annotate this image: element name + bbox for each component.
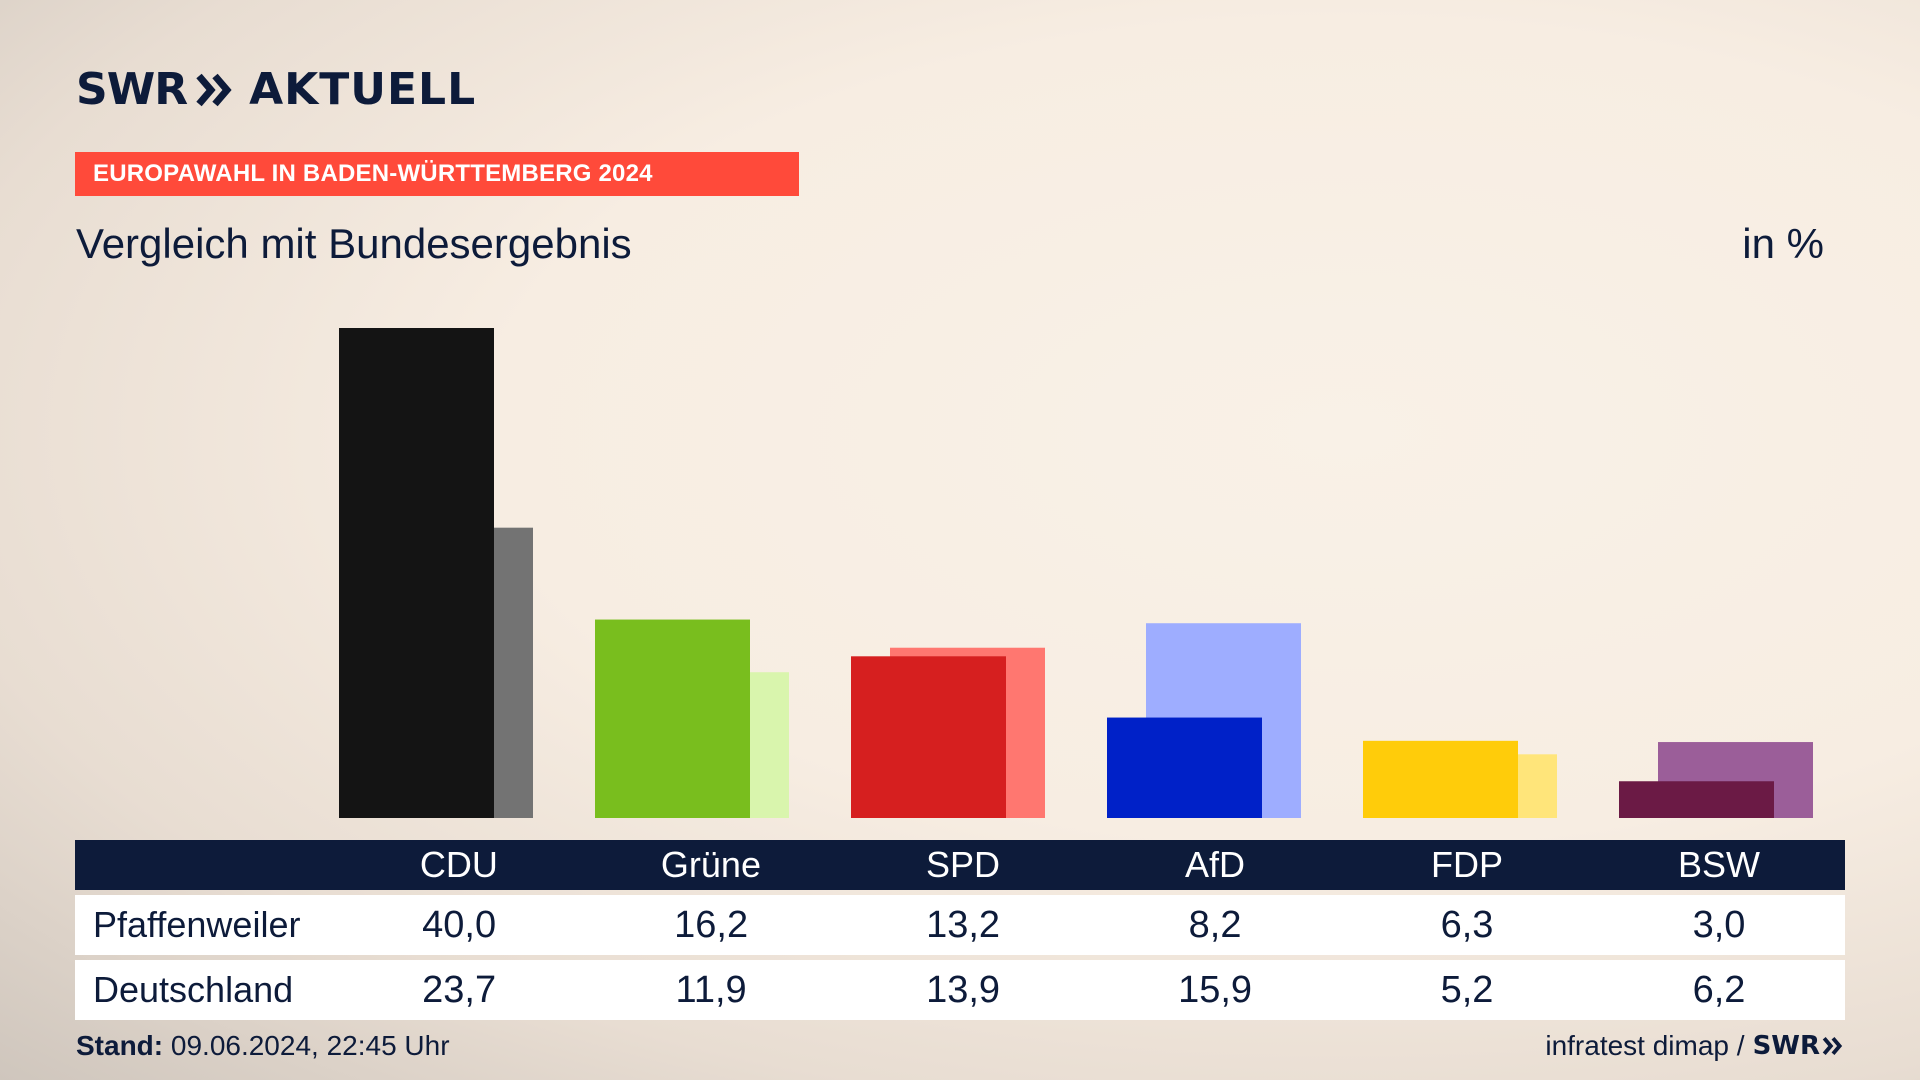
table-cell: 11,9 bbox=[675, 969, 747, 1011]
row-label: Pfaffenweiler bbox=[93, 904, 301, 945]
column-header: AfD bbox=[1184, 844, 1245, 885]
table-cell: 5,2 bbox=[1440, 969, 1494, 1011]
bar-grüne-pfaffenweiler bbox=[595, 619, 750, 818]
source-credit: infratest dimap / SWR bbox=[1545, 1030, 1844, 1062]
table-corner bbox=[75, 840, 333, 890]
source-text: infratest dimap / bbox=[1545, 1030, 1745, 1061]
table-cell: 13,9 bbox=[926, 969, 1001, 1011]
table-cell: 15,9 bbox=[1178, 969, 1253, 1011]
table-row: Deutschland 23,7 11,9 13,9 15,9 5,2 6,2 bbox=[75, 960, 1845, 1020]
timestamp: Stand: 09.06.2024, 22:45 Uhr bbox=[76, 1030, 450, 1062]
column-header: CDU bbox=[419, 844, 498, 885]
table-cell: 23,7 bbox=[422, 969, 497, 1011]
bar-bsw-pfaffenweiler bbox=[1619, 781, 1774, 818]
results-table: CDU Grüne SPD AfD FDP BSW Pfaffenweiler … bbox=[75, 840, 1845, 1020]
table-cell: 8,2 bbox=[1188, 904, 1242, 946]
table-header: CDU Grüne SPD AfD FDP BSW bbox=[75, 840, 1845, 890]
double-chevron-icon bbox=[196, 73, 232, 106]
bar-chart bbox=[339, 328, 1813, 818]
column-header: FDP bbox=[1430, 844, 1503, 885]
election-banner: EUROPAWAHL IN BADEN-WÜRTTEMBERG 2024 bbox=[75, 152, 799, 196]
row-label: Deutschland bbox=[93, 969, 294, 1010]
table-cell: 16,2 bbox=[674, 904, 749, 946]
unit-label: in % bbox=[1742, 220, 1824, 267]
chart-subtitle: Vergleich mit Bundesergebnis bbox=[76, 220, 632, 267]
stand-value: 09.06.2024, 22:45 Uhr bbox=[170, 1030, 450, 1061]
footer-swr-logo: SWR bbox=[1753, 1031, 1844, 1061]
logo-aktuell-text: AKTUELL bbox=[249, 64, 477, 115]
column-header: BSW bbox=[1678, 844, 1761, 885]
footer-swr-text: SWR bbox=[1752, 1031, 1820, 1061]
table-cell: 3,0 bbox=[1692, 904, 1746, 946]
bar-spd-pfaffenweiler bbox=[851, 656, 1006, 818]
double-chevron-icon bbox=[1822, 1037, 1843, 1055]
table-row: Pfaffenweiler 40,0 16,2 13,2 8,2 6,3 3,0 bbox=[75, 895, 1845, 955]
bar-fdp-pfaffenweiler bbox=[1363, 740, 1518, 818]
bar-afd-pfaffenweiler bbox=[1107, 717, 1262, 818]
table-cell: 6,2 bbox=[1692, 969, 1746, 1011]
swr-aktuell-logo: SWR AKTUELL bbox=[76, 64, 476, 115]
table-cell: 40,0 bbox=[422, 904, 497, 946]
table-cell: 13,2 bbox=[926, 904, 1001, 946]
column-header: SPD bbox=[925, 844, 1000, 885]
table-cell: 6,3 bbox=[1440, 904, 1494, 946]
stand-label: Stand: bbox=[76, 1030, 164, 1061]
column-header: Grüne bbox=[660, 844, 761, 885]
logo-swr-text: SWR bbox=[76, 64, 188, 115]
bar-cdu-pfaffenweiler bbox=[339, 328, 494, 818]
